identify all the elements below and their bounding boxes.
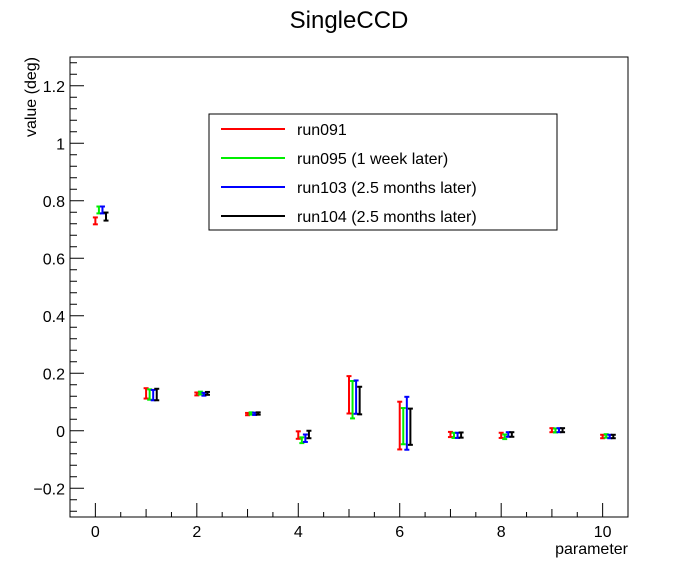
legend-label: run103 (2.5 months later) <box>297 180 477 197</box>
y-tick-label: 0.2 <box>43 366 65 383</box>
x-tick-label: 8 <box>497 524 506 541</box>
y-tick-label: 1 <box>56 136 65 153</box>
series-1 <box>96 205 609 446</box>
y-tick-label: 1.2 <box>43 79 65 96</box>
x-tick-label: 0 <box>91 524 100 541</box>
axis-ticks <box>69 62 629 517</box>
chart-title: SingleCCD <box>290 7 409 34</box>
x-tick-label: 2 <box>192 524 201 541</box>
legend-box <box>208 113 558 231</box>
y-tick-label: 0 <box>56 424 65 441</box>
y-tick-label: 0.8 <box>43 194 65 211</box>
x-tick-label: 6 <box>395 524 404 541</box>
y-tick-label: 0.6 <box>43 251 65 268</box>
x-tick-label: 10 <box>594 524 612 541</box>
axis-tick-labels: 0 2 4 6 8 10 −0.2 0 0.2 0.4 0.6 0.8 1 1.2 <box>33 79 611 541</box>
legend-label: run091 <box>297 122 347 139</box>
y-tick-label: −0.2 <box>33 481 65 498</box>
series-2 <box>99 205 613 451</box>
y-tick-label: 0.4 <box>43 309 65 326</box>
series-0 <box>92 216 606 451</box>
x-axis-label: parameter <box>555 541 629 558</box>
series-3 <box>103 211 616 446</box>
data-marks <box>92 205 616 451</box>
legend-label: run104 (2.5 months later) <box>297 209 477 226</box>
y-axis-label: value (deg) <box>23 57 40 137</box>
legend: run091 run095 (1 week later) run103 (2.5 m… <box>208 113 558 231</box>
x-tick-label: 4 <box>294 524 303 541</box>
legend-label: run095 (1 week later) <box>297 151 448 168</box>
